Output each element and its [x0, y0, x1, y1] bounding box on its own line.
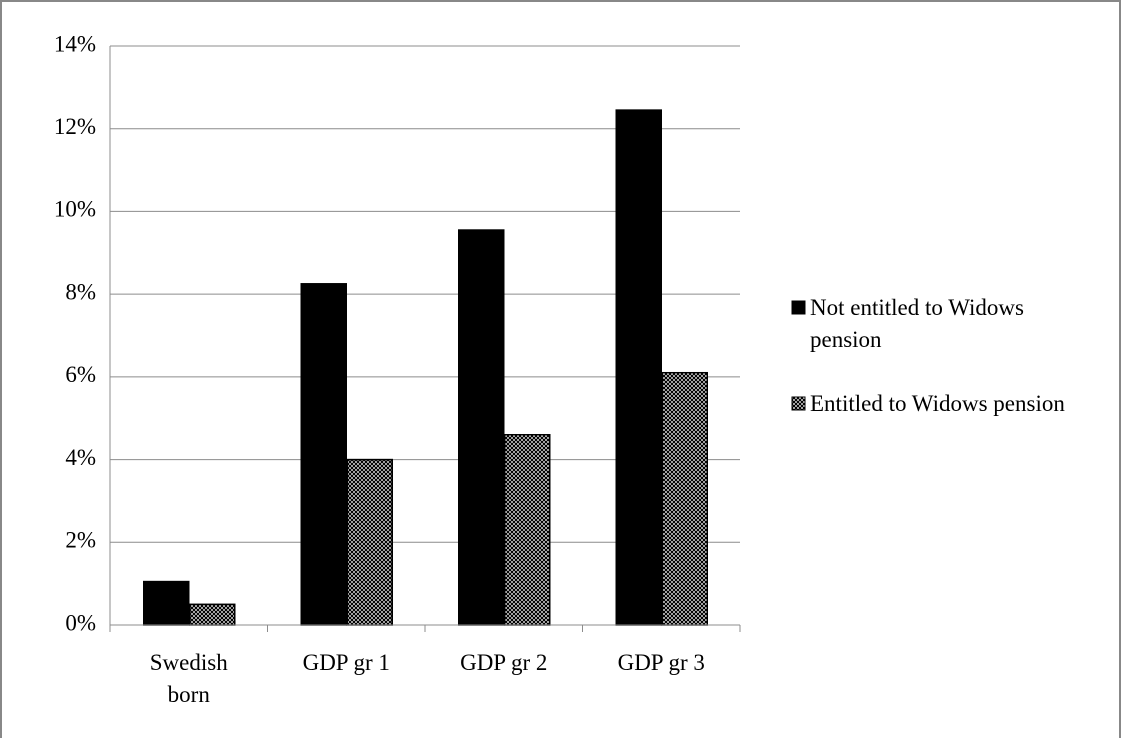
bar [615, 109, 662, 626]
legend-swatch [791, 300, 806, 315]
legend-label: Entitled to Widows pension [810, 391, 1065, 416]
bar [300, 283, 347, 626]
bar [346, 458, 393, 626]
y-tick-label: 2% [65, 528, 96, 553]
y-tick-label: 6% [65, 362, 96, 387]
y-tick-label: 8% [65, 279, 96, 304]
legend-label: Not entitled to Widows pension [810, 295, 1024, 352]
y-tick-label: 10% [54, 197, 96, 222]
bar [504, 434, 551, 626]
x-tick-label: Swedish born [149, 650, 228, 707]
legend-swatch [791, 396, 806, 411]
y-tick-label: 0% [65, 610, 96, 635]
bar [661, 371, 708, 626]
bar [143, 580, 190, 626]
y-tick-label: 4% [65, 445, 96, 470]
bar [458, 229, 505, 626]
y-tick-label: 14% [54, 31, 96, 56]
y-tick-label: 12% [54, 114, 96, 139]
x-tick-label: GDP gr 1 [302, 650, 390, 675]
x-tick-label: GDP gr 3 [617, 650, 705, 675]
bar [189, 603, 236, 626]
x-tick-label: GDP gr 2 [460, 650, 548, 675]
